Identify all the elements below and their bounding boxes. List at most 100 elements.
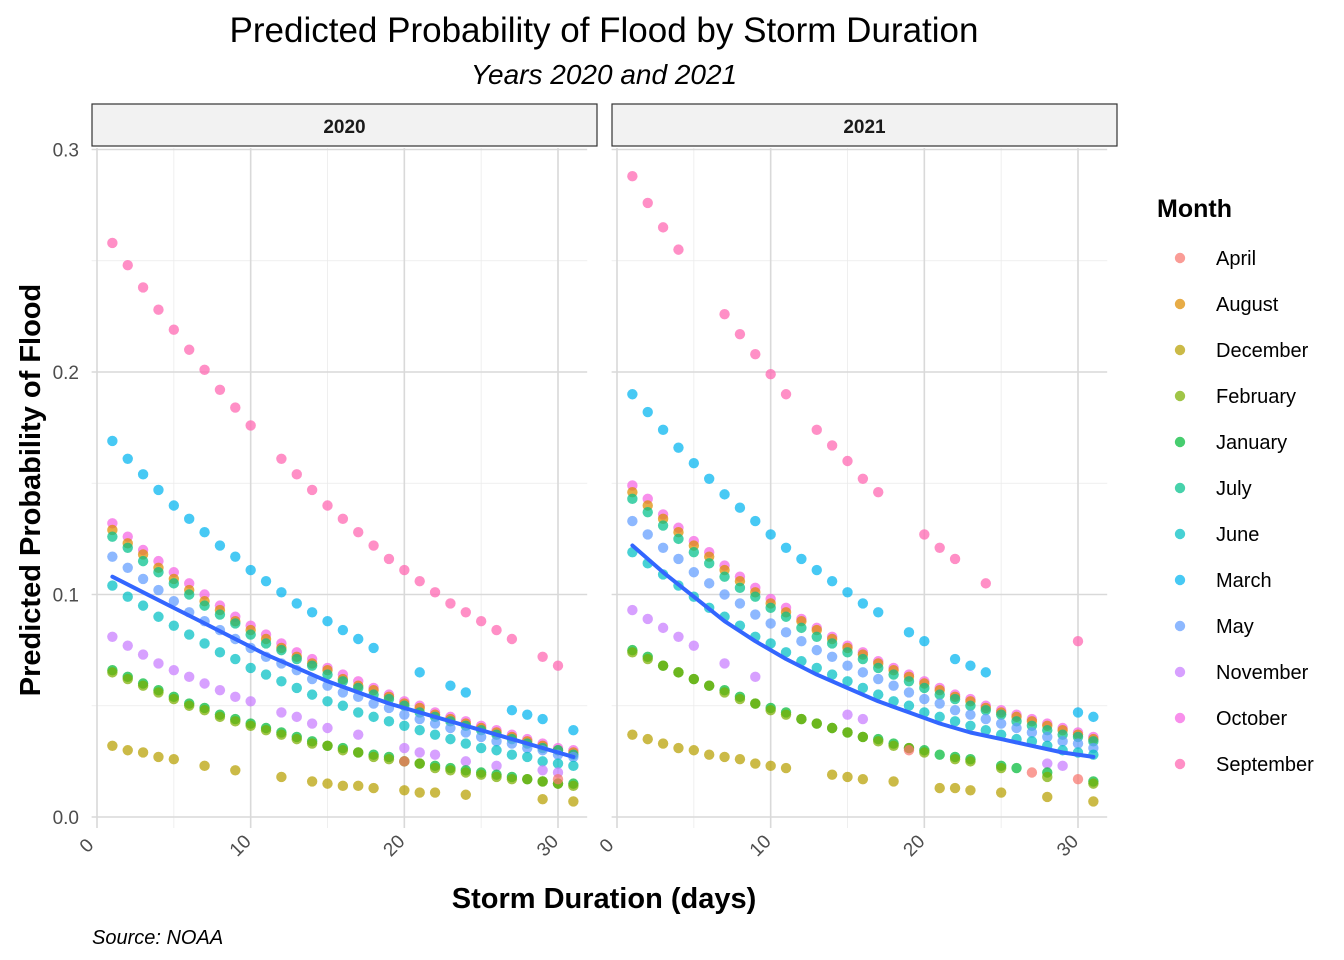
data-point <box>322 669 333 680</box>
data-point <box>642 613 653 625</box>
data-point <box>568 780 579 792</box>
data-point <box>322 500 333 511</box>
data-point <box>291 682 302 694</box>
data-point <box>122 542 133 553</box>
legend-key <box>1174 574 1186 586</box>
data-point <box>199 678 210 689</box>
data-point <box>107 740 118 751</box>
y-tick-label: 0.1 <box>53 586 79 607</box>
data-point <box>475 616 487 627</box>
data-point <box>919 682 930 694</box>
data-point <box>276 707 287 718</box>
data-point <box>704 578 715 589</box>
data-point <box>857 682 869 694</box>
data-point <box>949 705 961 716</box>
data-point <box>1042 758 1053 769</box>
data-point <box>137 573 149 585</box>
data-point <box>445 765 456 776</box>
data-point <box>368 782 379 794</box>
data-point <box>122 673 133 685</box>
data-point <box>414 575 425 587</box>
data-point <box>826 440 838 451</box>
data-point <box>765 369 776 380</box>
data-point <box>153 304 164 315</box>
data-point <box>168 753 180 765</box>
data-point <box>306 718 318 729</box>
data-point <box>949 693 961 705</box>
legend-label: March <box>1216 570 1272 592</box>
data-point <box>811 424 822 436</box>
data-point <box>337 780 349 792</box>
data-point <box>1088 778 1099 789</box>
data-point <box>903 700 915 711</box>
data-point <box>811 718 822 729</box>
data-point <box>949 553 961 565</box>
legend-label: May <box>1216 616 1254 638</box>
data-point <box>765 529 776 540</box>
data-point <box>491 736 502 747</box>
data-point <box>168 324 180 335</box>
data-point <box>107 667 118 678</box>
data-point <box>765 760 776 772</box>
data-point <box>857 598 869 609</box>
data-point <box>949 653 961 665</box>
data-point <box>153 751 164 763</box>
data-point <box>445 598 456 609</box>
data-point <box>949 782 961 794</box>
data-point <box>184 671 195 683</box>
data-point <box>919 636 930 647</box>
data-point <box>1072 738 1084 749</box>
data-point <box>642 653 653 665</box>
data-point <box>353 780 364 792</box>
data-point <box>734 753 746 765</box>
data-point <box>122 745 133 756</box>
data-point <box>322 778 333 789</box>
data-point <box>260 575 272 587</box>
series-april <box>399 756 564 785</box>
data-point <box>460 756 471 767</box>
data-point <box>765 638 776 649</box>
data-point <box>934 711 945 723</box>
data-point <box>857 731 869 743</box>
data-point <box>627 171 638 182</box>
data-point <box>903 676 915 687</box>
data-point <box>137 282 149 293</box>
data-point <box>475 742 487 754</box>
data-point <box>368 751 379 763</box>
data-point <box>353 633 364 645</box>
data-point <box>780 627 792 638</box>
data-point <box>811 564 822 576</box>
data-point <box>719 589 730 600</box>
legend-item-july: July <box>1174 478 1252 500</box>
data-point <box>184 589 195 600</box>
data-point <box>460 789 471 800</box>
data-point <box>107 435 118 447</box>
data-point <box>184 700 195 711</box>
data-point <box>137 649 149 660</box>
data-point <box>627 729 638 740</box>
data-point <box>780 647 792 658</box>
data-point <box>537 765 548 776</box>
data-point <box>734 502 746 513</box>
data-point <box>796 713 807 725</box>
data-point <box>306 738 318 749</box>
series-december <box>107 740 579 807</box>
data-point <box>657 424 669 436</box>
data-point <box>291 469 302 480</box>
data-point <box>965 720 976 731</box>
data-point <box>688 458 700 469</box>
data-point <box>353 747 364 758</box>
series-march <box>107 435 579 736</box>
data-point <box>627 515 638 527</box>
data-point <box>657 222 669 233</box>
data-point <box>568 725 579 736</box>
data-point <box>704 680 715 691</box>
data-point <box>122 453 133 464</box>
data-point <box>642 529 653 540</box>
data-point <box>276 453 287 464</box>
series-may <box>627 515 1099 754</box>
legend-label: January <box>1216 432 1287 454</box>
data-point <box>306 660 318 671</box>
legend-key <box>1174 666 1186 678</box>
y-tick-label: 0.2 <box>53 363 79 384</box>
